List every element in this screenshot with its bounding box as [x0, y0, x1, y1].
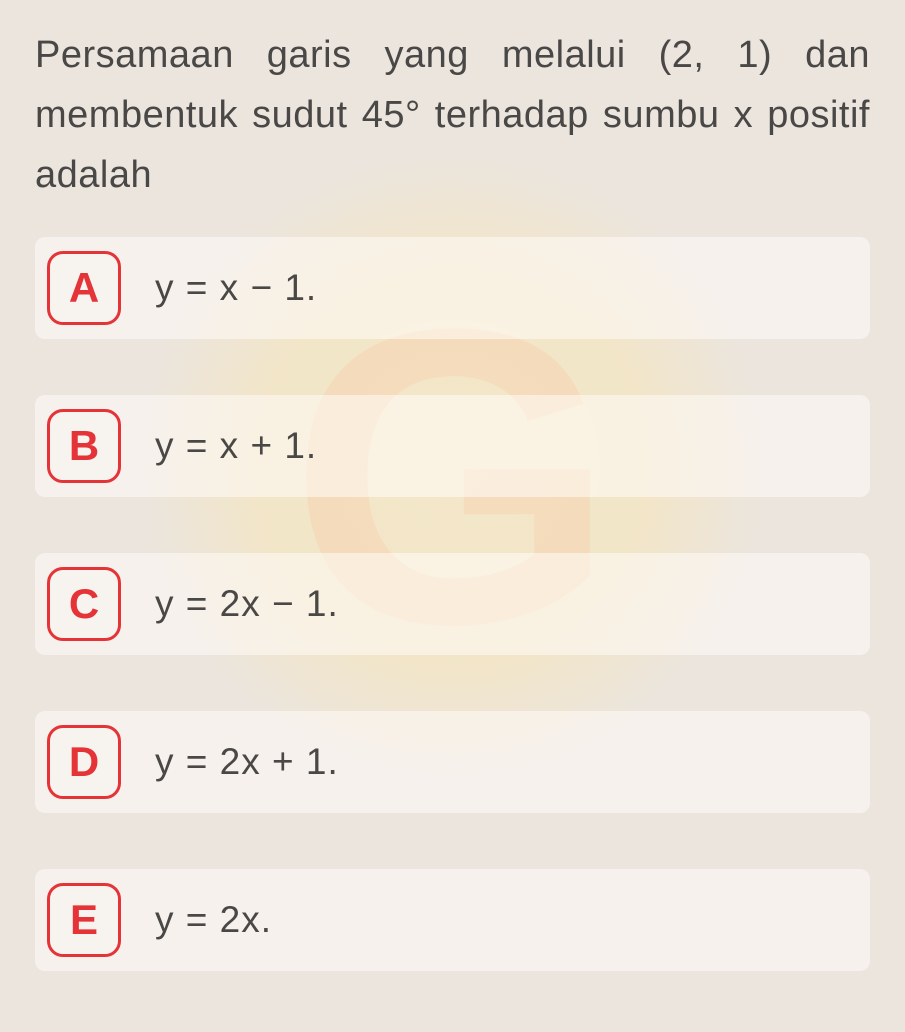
- option-letter-c: C: [47, 567, 121, 641]
- option-a[interactable]: A y = x − 1.: [35, 237, 870, 339]
- option-letter-b: B: [47, 409, 121, 483]
- option-text-a: y = x − 1.: [155, 267, 317, 309]
- option-text-e: y = 2x.: [155, 899, 272, 941]
- option-text-d: y = 2x + 1.: [155, 741, 339, 783]
- option-letter-e: E: [47, 883, 121, 957]
- option-letter-d: D: [47, 725, 121, 799]
- option-letter-a: A: [47, 251, 121, 325]
- option-text-c: y = 2x − 1.: [155, 583, 339, 625]
- quiz-content: Persamaan garis yang melalui (2, 1) dan …: [35, 25, 870, 971]
- option-c[interactable]: C y = 2x − 1.: [35, 553, 870, 655]
- option-d[interactable]: D y = 2x + 1.: [35, 711, 870, 813]
- option-b[interactable]: B y = x + 1.: [35, 395, 870, 497]
- options-list: A y = x − 1. B y = x + 1. C y = 2x − 1. …: [35, 237, 870, 971]
- option-text-b: y = x + 1.: [155, 425, 317, 467]
- question-text: Persamaan garis yang melalui (2, 1) dan …: [35, 25, 870, 205]
- option-e[interactable]: E y = 2x.: [35, 869, 870, 971]
